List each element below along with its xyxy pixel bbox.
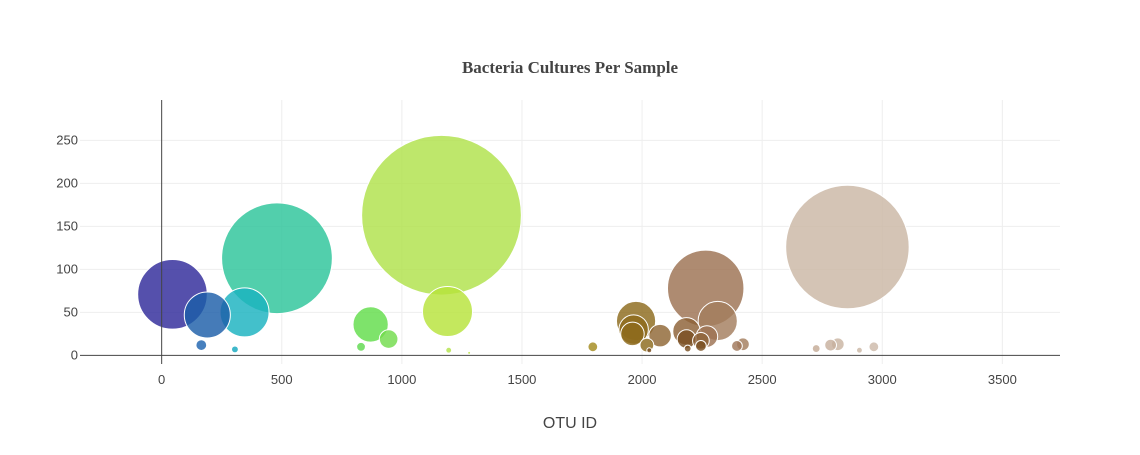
axes (80, 100, 1060, 364)
bubble[interactable] (221, 202, 333, 315)
y-tick-label: 200 (56, 175, 78, 190)
bubble[interactable] (620, 321, 645, 347)
bubble[interactable] (695, 340, 707, 352)
bubble[interactable] (811, 344, 821, 353)
x-tick-label: 2000 (628, 372, 657, 387)
bubble[interactable] (445, 346, 453, 354)
tick-labels: 0 500 1000 1500 2000 2500 3000 3500 0 50 100 150 200… (56, 132, 1017, 387)
bubble[interactable] (378, 329, 399, 349)
bubble[interactable] (646, 347, 653, 354)
x-tick-label: 1500 (507, 372, 536, 387)
bubble[interactable] (467, 350, 472, 355)
bubble[interactable] (731, 340, 743, 352)
bubble[interactable] (648, 323, 672, 348)
x-tick-label: 1000 (387, 372, 416, 387)
y-tick-label: 50 (64, 304, 78, 319)
y-tick-label: 250 (56, 132, 78, 147)
bubble[interactable] (356, 341, 366, 352)
x-axis-title: OTU ID (543, 415, 597, 432)
bubble[interactable] (824, 338, 837, 352)
bubble[interactable] (422, 286, 473, 338)
y-tick-label: 100 (56, 261, 78, 276)
y-tick-label: 0 (71, 347, 78, 362)
bubble[interactable] (868, 341, 880, 353)
x-tick-label: 3500 (988, 372, 1017, 387)
y-tick-label: 150 (56, 218, 78, 233)
bubble[interactable] (683, 344, 692, 353)
bubble[interactable] (352, 306, 389, 343)
bubble[interactable] (785, 184, 910, 310)
x-tick-label: 2500 (748, 372, 777, 387)
bubble-layer[interactable] (137, 134, 910, 355)
bubble[interactable] (230, 345, 239, 354)
bubble[interactable] (855, 346, 863, 354)
bubble[interactable] (183, 291, 231, 339)
chart-title: Bacteria Cultures Per Sample (462, 58, 679, 77)
bubble[interactable] (587, 341, 599, 353)
bubble[interactable] (195, 339, 208, 351)
x-tick-label: 3000 (868, 372, 897, 387)
x-tick-label: 0 (158, 372, 165, 387)
bubble[interactable] (361, 134, 522, 296)
x-tick-label: 500 (271, 372, 293, 387)
